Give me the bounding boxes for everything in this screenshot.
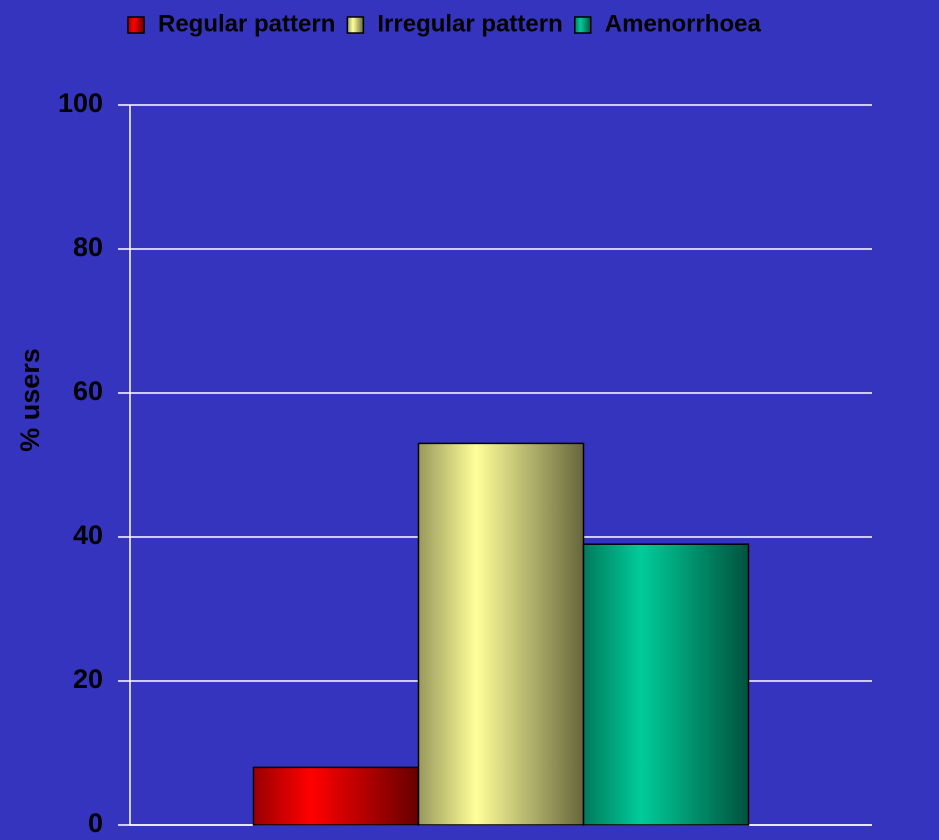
y-axis-label: % users (15, 348, 45, 452)
legend-label: Irregular pattern (377, 10, 562, 37)
legend-label: Regular pattern (158, 10, 335, 37)
y-tick-label: 0 (88, 808, 103, 838)
legend-swatch (346, 16, 365, 34)
bar (417, 442, 585, 826)
y-tick-label: 40 (73, 520, 103, 550)
bar (582, 543, 750, 826)
y-tick-label: 100 (58, 88, 103, 118)
y-tick-label: 60 (73, 376, 103, 406)
legend-swatch (127, 16, 145, 34)
y-tick-label: 80 (73, 232, 103, 262)
y-tick-label: 20 (73, 664, 103, 694)
legend-swatch (574, 16, 592, 34)
legend-label: Amenorrhoea (605, 10, 762, 37)
bar (252, 766, 420, 826)
